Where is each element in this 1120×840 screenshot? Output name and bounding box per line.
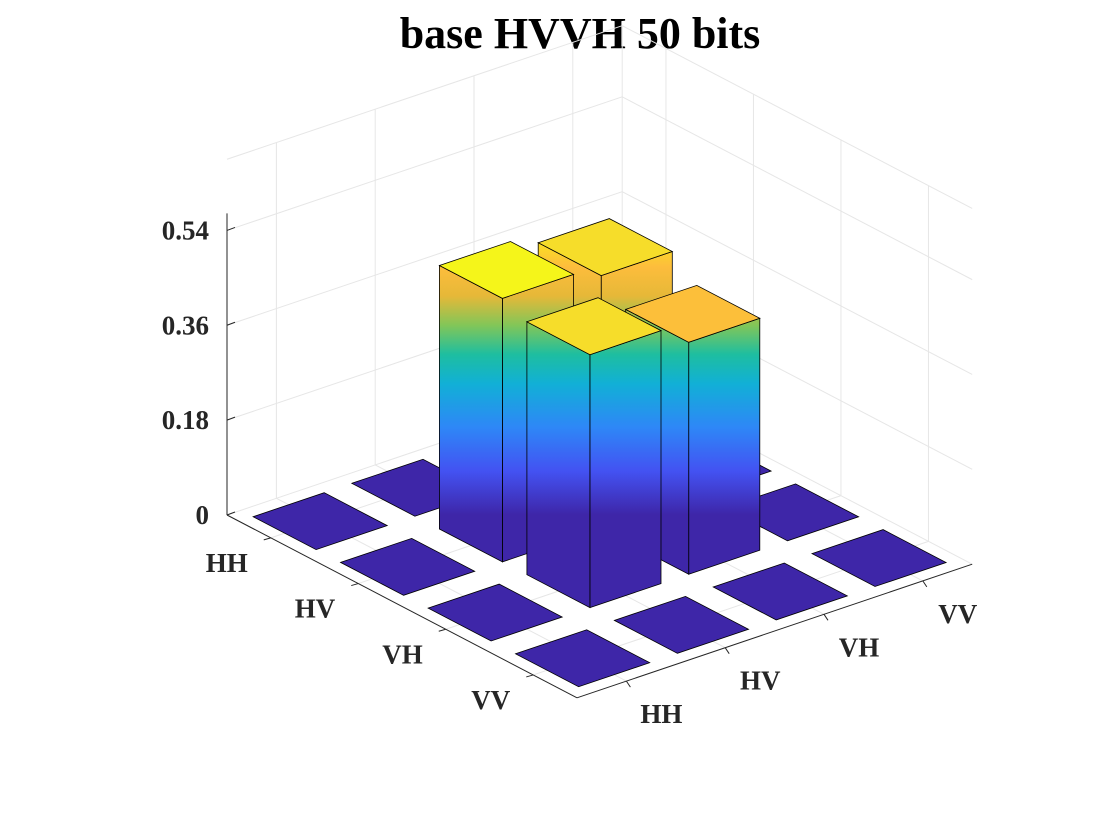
col-tick <box>922 580 928 588</box>
wall-grid-horizontal <box>621 96 973 281</box>
row-tick-label: HH <box>206 548 248 578</box>
col-axis <box>576 563 973 699</box>
z-tick <box>226 511 236 516</box>
z-tick-label: 0.18 <box>162 405 209 435</box>
z-tick-label: 0 <box>196 500 210 530</box>
bar-side-face <box>526 321 591 609</box>
bar-top-face <box>537 218 674 277</box>
bar-VV-VH <box>712 562 849 621</box>
bar-VH-HH <box>427 583 564 642</box>
bar-HV-HH <box>339 537 476 596</box>
bar-HH-HH <box>252 492 389 551</box>
row-tick-label: VV <box>471 685 510 715</box>
bar-front-face <box>688 317 761 575</box>
row-tick-label: VH <box>382 639 423 669</box>
row-tick-label: HV <box>295 594 336 624</box>
axis-layer <box>226 213 973 699</box>
chart-title: base HVVH 50 bits <box>399 9 761 58</box>
z-tick <box>226 226 236 231</box>
wall-top <box>621 25 973 209</box>
bar-top-face <box>252 492 389 551</box>
row-tick <box>351 583 359 587</box>
wall-top <box>226 25 623 160</box>
col-tick-label: VV <box>938 599 977 629</box>
z-tick-label: 0.36 <box>162 310 209 340</box>
bar-top-face <box>427 583 564 642</box>
z-tick <box>226 321 236 326</box>
labels-layer: 0 0.18 0.36 0.54 HH HV VH VV HH HV VH VV <box>162 215 978 729</box>
bar-top-face <box>525 297 663 356</box>
col-tick <box>625 680 631 688</box>
col-tick-label: HH <box>640 699 682 729</box>
bar-top-face <box>712 562 849 621</box>
bar-VV-VV <box>810 529 948 587</box>
col-tick-label: HV <box>740 666 781 696</box>
wall-grid-horizontal <box>226 96 623 231</box>
bar-VV-HH <box>514 629 651 688</box>
wall-grid-horizontal <box>621 191 973 375</box>
bar-top-face <box>613 595 750 654</box>
col-tick <box>724 647 730 654</box>
bar-VV-HV <box>613 595 750 654</box>
row-tick <box>438 628 446 632</box>
bar-top-face <box>624 284 761 343</box>
bar-side-face <box>438 264 503 563</box>
wall-grid-horizontal <box>226 191 623 326</box>
z-tick <box>226 416 236 421</box>
col-tick-label: VH <box>839 632 880 662</box>
row-tick <box>263 537 271 541</box>
row-tick <box>526 674 534 678</box>
bar-top-face <box>438 241 575 299</box>
z-tick-label: 0.54 <box>162 215 209 245</box>
bar-top-face <box>339 537 476 596</box>
bar-top-face <box>514 629 651 688</box>
bar-top-face <box>810 529 948 587</box>
row-axis <box>226 514 578 699</box>
bar-VH-HV <box>525 297 663 609</box>
bar-front-face <box>589 330 662 609</box>
col-tick <box>823 614 829 621</box>
bars-layer <box>252 218 948 688</box>
